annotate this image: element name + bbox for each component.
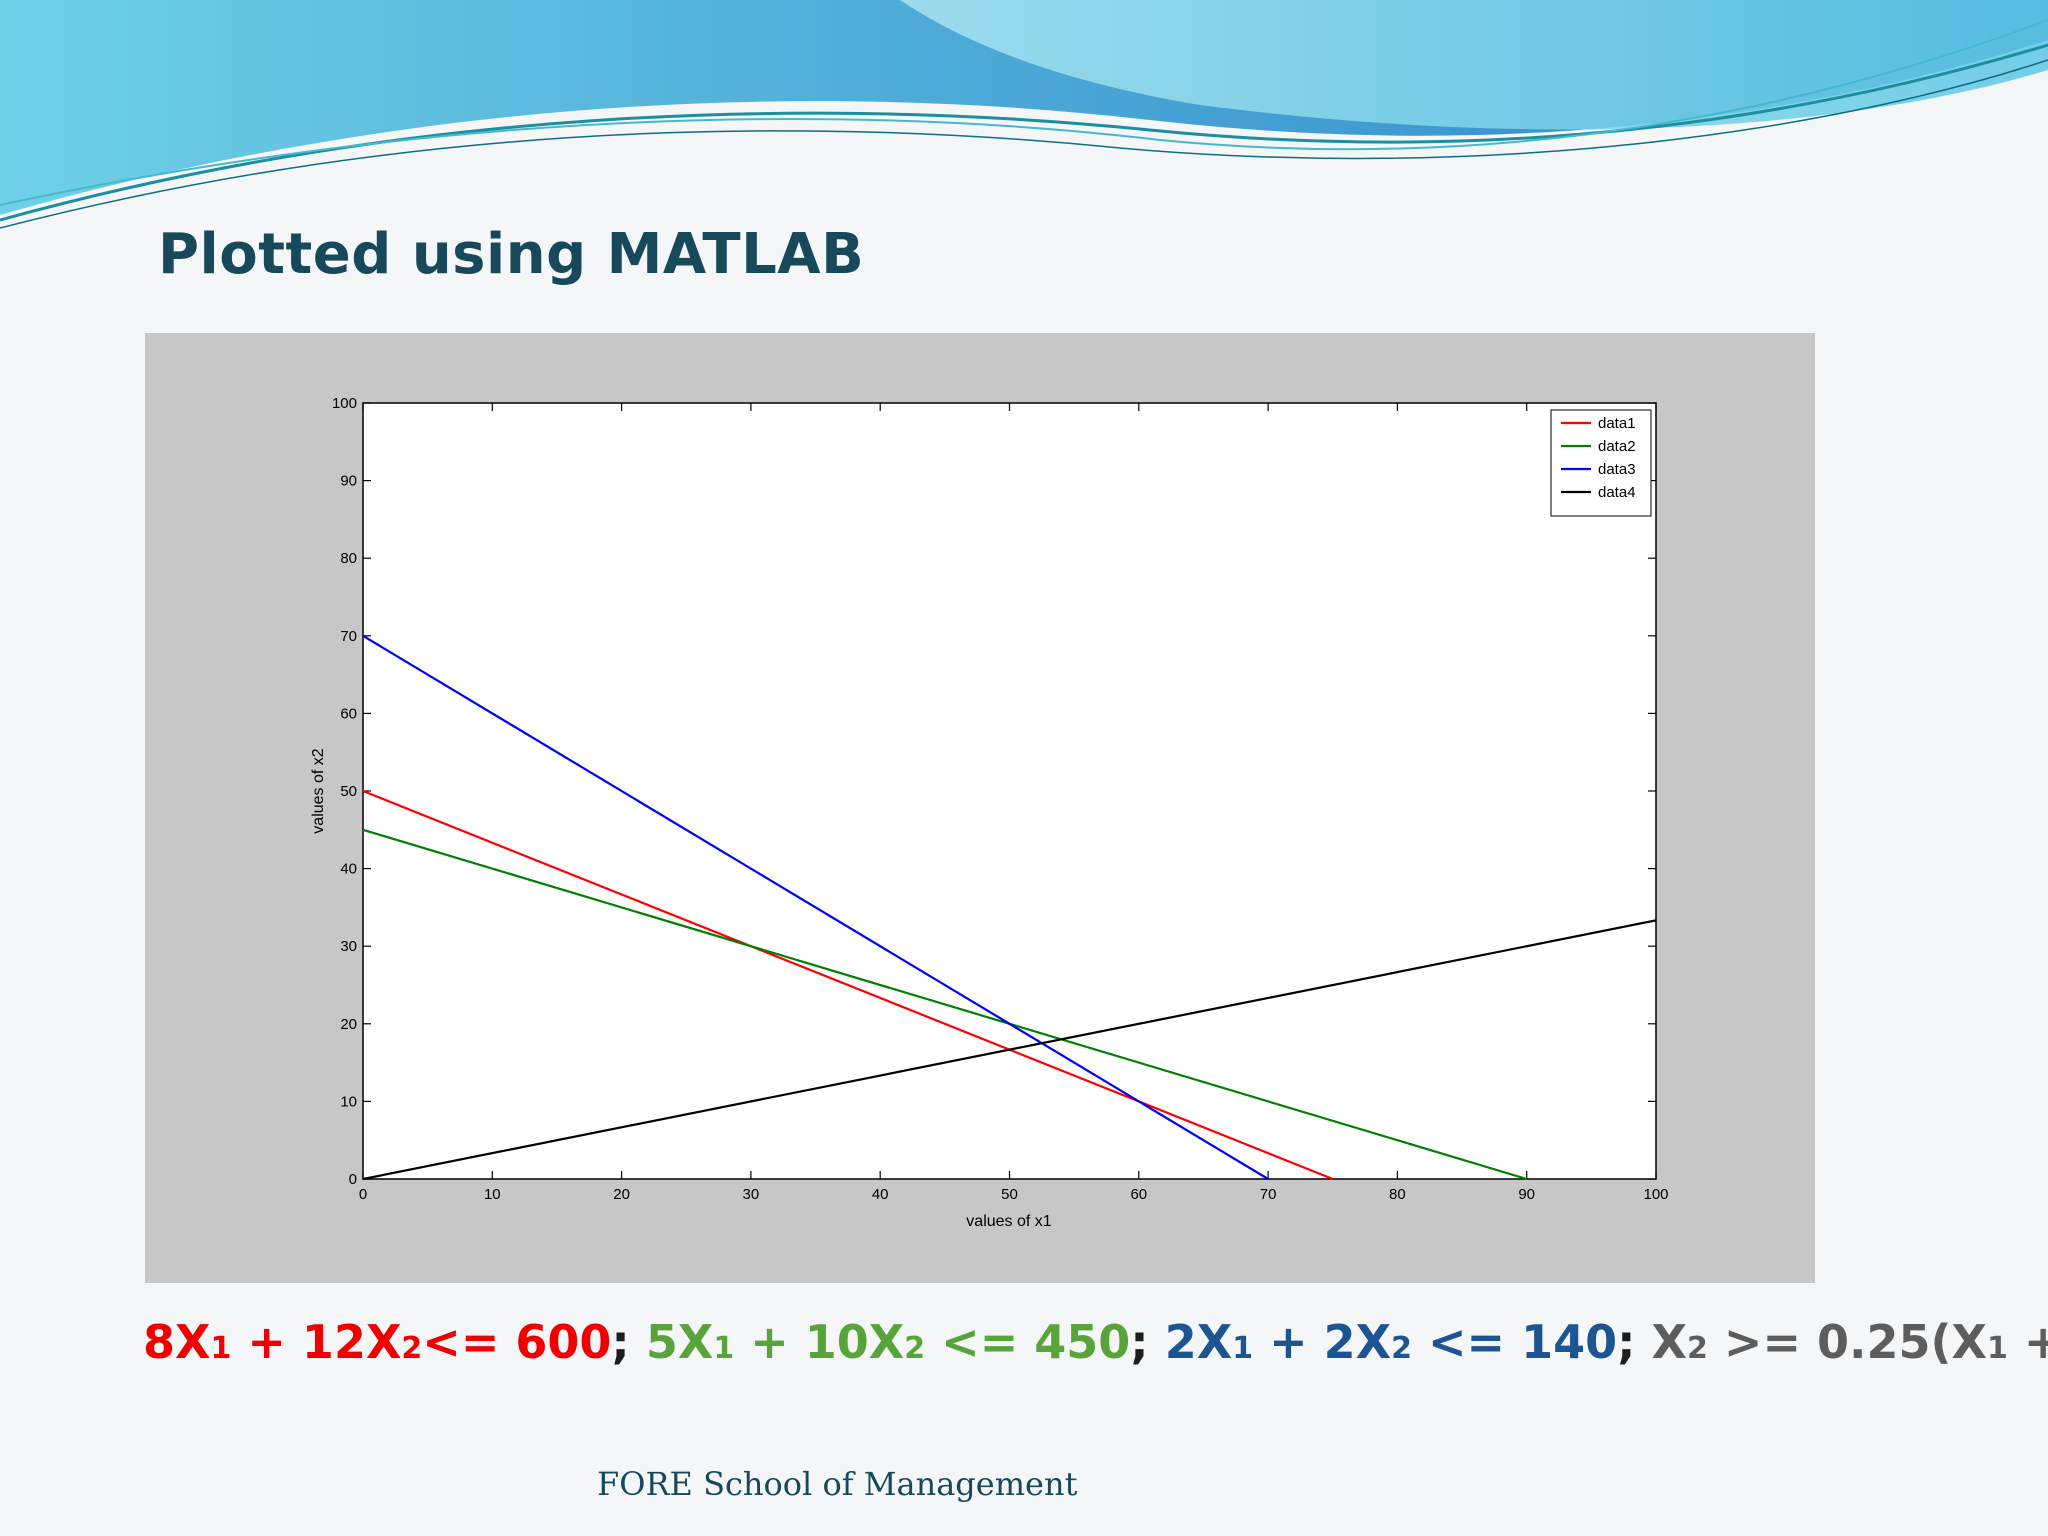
x-tick-label: 50 — [1001, 1186, 1018, 1203]
y-tick-label: 50 — [340, 783, 357, 800]
y-tick-label: 10 — [340, 1093, 357, 1110]
constraint-text: + 10X — [734, 1315, 905, 1369]
y-tick-label: 70 — [340, 628, 357, 645]
constraint-subscript: 1 — [210, 1331, 232, 1366]
constraint-subscript: 2 — [401, 1331, 423, 1366]
x-tick-label: 10 — [484, 1186, 501, 1203]
x-tick-label: 70 — [1260, 1186, 1277, 1203]
matlab-figure: 0 10 20 30 40 50 60 70 80 90 100 0 10 20 30 40 50 60 70 80 9… — [145, 333, 1815, 1283]
constraint-text: + 12X — [231, 1315, 402, 1369]
y-tick-label: 100 — [332, 395, 357, 412]
series-line-data3 — [362, 634, 1269, 1180]
series-line-data2 — [362, 828, 1528, 1181]
legend-label-data4: data4 — [1598, 484, 1636, 501]
slide-title: Plotted using MATLAB — [158, 222, 865, 287]
legend-label-data1: data1 — [1598, 415, 1636, 432]
series-line-data4 — [362, 919, 1657, 1181]
x-tick-label: 100 — [1643, 1186, 1668, 1203]
x-tick-label: 90 — [1518, 1186, 1535, 1203]
series-line-data1 — [362, 789, 1334, 1181]
y-tick-label: 0 — [349, 1171, 357, 1188]
header-wave-decoration — [0, 0, 2048, 229]
x-tick-label: 40 — [872, 1186, 889, 1203]
constraint-text: <= 600 — [422, 1315, 612, 1369]
constraint-subscript: 2 — [904, 1331, 926, 1366]
y-axis-label: values of x2 — [310, 748, 327, 833]
constraint-text: >= 0.25(X — [1707, 1315, 1987, 1369]
constraint-4: X2 >= 0.25(X1 +X2) — [1652, 1315, 2048, 1369]
x-tick-label: 0 — [359, 1186, 367, 1203]
constraint-subscript: 1 — [1987, 1331, 2008, 1366]
constraint-text: 5X — [645, 1315, 714, 1369]
legend-box — [1550, 409, 1652, 517]
constraint-subscript: 1 — [713, 1331, 735, 1366]
constraint-3: 2X1 + 2X2 <= 140 — [1165, 1315, 1617, 1369]
line-chart: 0 10 20 30 40 50 60 70 80 90 100 0 10 20 30 40 50 60 70 80 9… — [310, 395, 1669, 1230]
constraint-text: + 2X — [1253, 1315, 1392, 1369]
constraints-text: 8X1 + 12X2<= 600; 5X1 + 10X2 <= 450; 2X1… — [143, 1315, 2048, 1369]
legend-label-data3: data3 — [1598, 461, 1636, 478]
footer-text: FORE School of Management — [597, 1465, 1078, 1503]
constraint-text: X — [1651, 1315, 1688, 1369]
constraint-separator: ; — [1130, 1315, 1165, 1369]
constraint-subscript: 1 — [1232, 1331, 1254, 1366]
x-tick-label: 30 — [743, 1186, 760, 1203]
constraint-text: 2X — [1164, 1315, 1233, 1369]
constraint-1: 8X1 + 12X2<= 600 — [143, 1315, 611, 1369]
constraint-subscript: 2 — [1391, 1331, 1412, 1366]
x-tick-label: 20 — [613, 1186, 630, 1203]
plot-area — [362, 402, 1657, 1180]
x-tick-label: 60 — [1130, 1186, 1147, 1203]
y-tick-label: 20 — [340, 1016, 357, 1033]
y-tick-label: 30 — [340, 938, 357, 955]
constraint-2: 5X1 + 10X2 <= 450 — [646, 1315, 1130, 1369]
chart-legend: data1 data2 data3 data4 — [1550, 409, 1652, 517]
y-tick-label: 90 — [340, 473, 357, 490]
x-tick-label: 80 — [1389, 1186, 1406, 1203]
y-tick-label: 80 — [340, 550, 357, 567]
constraint-text: 8X — [143, 1315, 211, 1369]
constraint-text: +X — [2023, 1315, 2048, 1369]
constraint-text: <= 140 — [1411, 1315, 1618, 1369]
x-axis-label: values of x1 — [966, 1213, 1051, 1230]
constraint-subscript: 2 — [1687, 1331, 1708, 1366]
constraint-separator: ; — [1617, 1315, 1652, 1369]
y-tick-label: 40 — [340, 861, 357, 878]
y-tick-label: 60 — [340, 705, 357, 722]
constraint-separator: ; — [611, 1315, 646, 1369]
legend-label-data2: data2 — [1598, 438, 1636, 455]
constraint-text: <= 450 — [925, 1315, 1131, 1369]
